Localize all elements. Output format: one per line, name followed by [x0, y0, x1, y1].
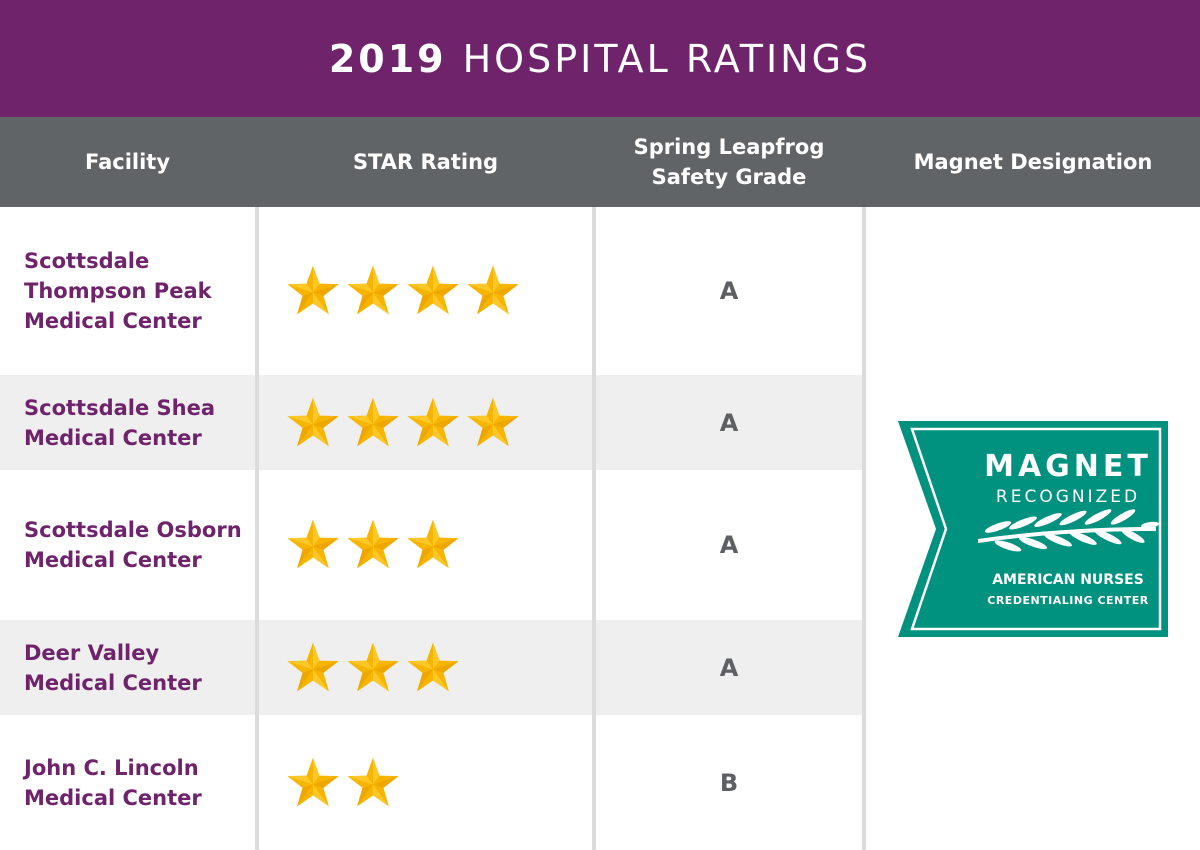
safety-grade: B [719, 768, 739, 797]
facility-name: Scottsdale Osborn Medical Center [0, 515, 242, 575]
grade-cell: A [596, 470, 862, 620]
badge-recognized-text: RECOGNIZED [995, 487, 1141, 507]
facility-cell: Deer Valley Medical Center [0, 620, 255, 715]
star-rating-cell [259, 207, 592, 375]
facility-name-line: Scottsdale Shea [24, 395, 216, 420]
magnet-designation-cell: MAGNET RECOGNIZED AMERICAN NURSES CREDEN… [866, 207, 1200, 850]
column-header-star-rating: STAR Rating [352, 150, 499, 174]
column-header-facility: Facility [84, 150, 171, 174]
facility-name: Scottsdale Shea Medical Center [0, 393, 215, 453]
star-icon [347, 519, 399, 569]
star-icon [407, 519, 459, 569]
star-icon [347, 265, 399, 315]
facility-name: John C. Lincoln Medical Center [0, 753, 202, 813]
safety-grade: A [719, 531, 739, 559]
table-row: Scottsdale Shea Medical Center A [0, 375, 862, 470]
magnet-badge: MAGNET RECOGNIZED AMERICAN NURSES CREDEN… [898, 421, 1168, 637]
column-header-magnet: Magnet Designation [913, 150, 1153, 174]
facility-name-line: John C. Lincoln [24, 755, 199, 780]
grade-cell: B [596, 715, 862, 850]
facility-cell: Scottsdale Thompson Peak Medical Center [0, 207, 255, 375]
star-icon [467, 397, 519, 446]
table-row: Deer Valley Medical Center A [0, 620, 862, 715]
star-rating [259, 517, 465, 573]
star-rating-cell [259, 620, 592, 715]
facility-name-line: Medical Center [24, 425, 202, 450]
magnet-badge-graphic [898, 421, 1168, 637]
facility-name: Scottsdale Thompson Peak Medical Center [0, 246, 212, 336]
title-text: HOSPITAL RATINGS [462, 36, 872, 81]
star-rating [259, 263, 525, 319]
star-icon [287, 519, 339, 569]
safety-grade: A [719, 408, 739, 437]
column-header-leapfrog: Spring Leapfrog Safety Grade [596, 117, 862, 207]
grade-cell: A [596, 207, 862, 375]
facility-name-line: Scottsdale [24, 249, 150, 273]
facility-name-line: Scottsdale Osborn [24, 518, 242, 542]
leapfrog-header-line1: Spring Leapfrog [633, 135, 825, 159]
star-icon [347, 397, 399, 446]
badge-org-line1: AMERICAN NURSES [992, 572, 1144, 588]
table-row: Scottsdale Osborn Medical Center A [0, 470, 862, 620]
star-icon [287, 642, 339, 691]
star-icon [347, 757, 399, 806]
facility-cell: Scottsdale Shea Medical Center [0, 375, 255, 470]
star-rating-cell [259, 375, 592, 470]
title-bar: 2019 HOSPITAL RATINGS [0, 0, 1200, 117]
table-header: Facility STAR Rating Spring Leapfrog Saf… [0, 117, 1200, 207]
safety-grade: A [719, 277, 739, 305]
facility-cell: John C. Lincoln Medical Center [0, 715, 255, 850]
laurel-branch-icon [978, 509, 1159, 552]
star-rating-cell [259, 470, 592, 620]
star-icon [287, 757, 339, 806]
table-row: John C. Lincoln Medical Center B [0, 715, 862, 850]
star-icon [407, 642, 459, 691]
grade-cell: A [596, 375, 862, 470]
safety-grade: A [719, 653, 739, 682]
star-icon [347, 642, 399, 691]
star-icon [287, 265, 339, 315]
star-icon [407, 397, 459, 446]
star-rating [259, 640, 465, 696]
facility-cell: Scottsdale Osborn Medical Center [0, 470, 255, 620]
facility-name-line: Deer Valley [24, 640, 160, 665]
star-rating [259, 395, 525, 451]
star-rating-cell [259, 715, 592, 850]
title-year: 2019 [328, 36, 447, 81]
facility-name: Deer Valley Medical Center [0, 638, 202, 698]
facility-name-line: Medical Center [24, 670, 202, 695]
table-row: Scottsdale Thompson Peak Medical Center … [0, 207, 862, 375]
star-rating [259, 755, 405, 811]
badge-org-line2: CREDENTIALING CENTER [987, 594, 1149, 607]
facility-name-line: Thompson Peak [24, 279, 212, 303]
leapfrog-header-line2: Safety Grade [651, 165, 807, 189]
badge-magnet-text: MAGNET [984, 449, 1152, 484]
star-icon [287, 397, 339, 446]
star-icon [467, 265, 519, 315]
facility-name-line: Medical Center [24, 785, 202, 810]
grade-cell: A [596, 620, 862, 715]
facility-name-line: Medical Center [24, 548, 202, 572]
star-icon [407, 265, 459, 315]
facility-name-line: Medical Center [24, 309, 202, 333]
